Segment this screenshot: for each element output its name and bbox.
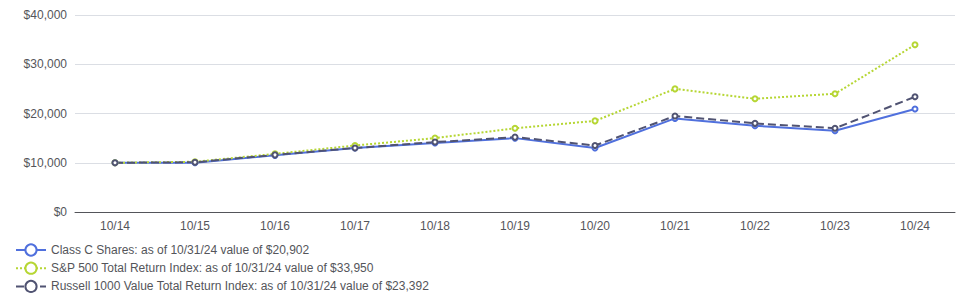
svg-text:Russell 1000 Value Total Retur: Russell 1000 Value Total Return Index: a… [51,279,429,293]
svg-text:10/21: 10/21 [660,219,690,233]
svg-text:10/20: 10/20 [580,219,610,233]
svg-text:10/22: 10/22 [740,219,770,233]
svg-text:$0: $0 [54,205,68,219]
svg-text:10/17: 10/17 [340,219,370,233]
svg-text:$30,000: $30,000 [24,57,68,71]
svg-text:10/18: 10/18 [420,219,450,233]
svg-text:10/14: 10/14 [100,219,130,233]
svg-text:10/24: 10/24 [900,219,930,233]
svg-text:$40,000: $40,000 [24,8,68,22]
svg-text:10/15: 10/15 [180,219,210,233]
svg-text:10/16: 10/16 [260,219,290,233]
svg-text:10/23: 10/23 [820,219,850,233]
svg-text:Class C Shares: as of 10/31/24: Class C Shares: as of 10/31/24 value of … [51,243,309,257]
svg-text:$20,000: $20,000 [24,107,68,121]
svg-text:$10,000: $10,000 [24,156,68,170]
svg-text:10/19: 10/19 [500,219,530,233]
svg-text:S&P 500 Total Return Index: as: S&P 500 Total Return Index: as of 10/31/… [51,261,374,275]
